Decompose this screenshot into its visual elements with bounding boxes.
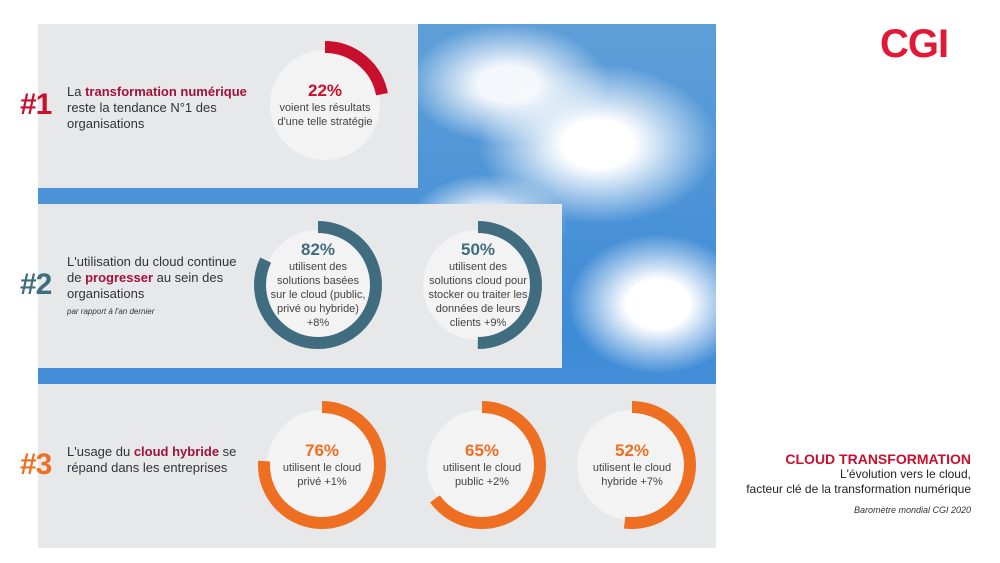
donut-description: utilisent des solutions basées sur le cl…: [270, 261, 366, 329]
section3-donut-2: 65% utilisent le cloud public +2%: [417, 400, 547, 530]
donut-center: [427, 410, 537, 520]
donut-percent: 52%: [614, 441, 650, 460]
section-3-number: #3: [20, 448, 52, 481]
donut-arc: [254, 221, 382, 349]
donut-arc: [418, 401, 546, 529]
section2-donut-1: 82% utilisent des solutions basées sur le…: [253, 220, 383, 350]
donut-center: [270, 50, 380, 160]
caption-line-1: L'évolution vers le cloud,: [839, 467, 971, 481]
donut-description: utilisent des solutions cloud pour stock…: [428, 261, 528, 329]
donut-arc: [568, 401, 696, 529]
donut-arc: [414, 221, 542, 349]
donut-percent: 76%: [304, 441, 340, 460]
donut-center: [423, 230, 533, 340]
donut-center: [263, 230, 373, 340]
donut-description: utilisent le cloud privé +1%: [282, 462, 362, 488]
caption-title: CLOUD TRANSFORMATION: [785, 451, 971, 467]
donut-description: utilisent le cloud public +2%: [442, 462, 522, 488]
caption: CLOUD TRANSFORMATION L'évolution vers le…: [746, 451, 971, 515]
section1-donut-1: 22% voient les résultats d'une telle stra…: [260, 40, 390, 170]
caption-line-2: facteur clé de la transformation numériq…: [746, 482, 971, 496]
donut-percent: 65%: [464, 441, 500, 460]
donut-arc: [258, 401, 386, 529]
section-2-note: par rapport à l'an dernier: [67, 307, 155, 316]
section3-donut-3: 52% utilisent le cloud hybride +7%: [567, 400, 697, 530]
section-2-text: L'utilisation du cloud continue de progr…: [67, 254, 237, 316]
section3-donut-1: 76% utilisent le cloud privé +1%: [257, 400, 387, 530]
donut-center: [577, 410, 687, 520]
section-1-number: #1: [20, 88, 52, 121]
section2-donut-2: 50% utilisent des solutions cloud pour st…: [413, 220, 543, 350]
section-3-text: L'usage du cloud hybride se répand dans …: [67, 444, 237, 475]
donut-description: voient les résultats d'une telle stratég…: [277, 102, 373, 128]
donut-description: utilisent le cloud hybride +7%: [592, 462, 672, 488]
donut-center: [267, 410, 377, 520]
caption-source: Baromètre mondial CGI 2020: [853, 505, 971, 515]
cgi-logo: CGI: [880, 22, 949, 66]
donut-percent: 82%: [300, 240, 336, 259]
section-1-text: La transformation numérique reste la ten…: [67, 84, 247, 131]
section-2-number: #2: [20, 268, 52, 301]
donut-percent: 22%: [307, 81, 343, 100]
donut-percent: 50%: [460, 240, 496, 259]
donut-arc: [261, 41, 389, 169]
